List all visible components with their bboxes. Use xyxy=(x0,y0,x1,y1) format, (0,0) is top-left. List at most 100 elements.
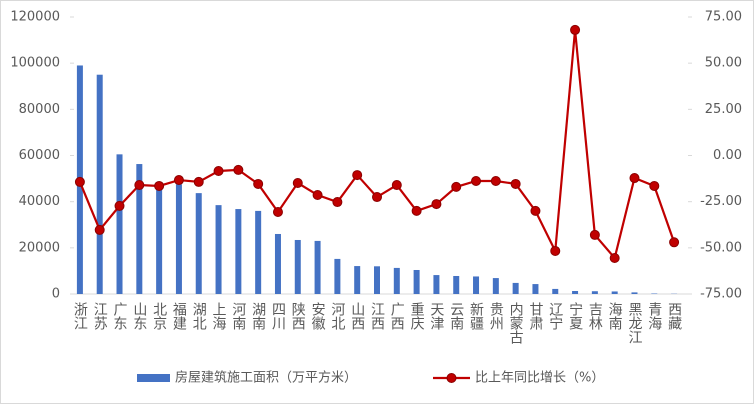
line-marker xyxy=(669,237,680,248)
line-marker xyxy=(530,205,541,216)
line-marker xyxy=(312,190,323,201)
bar xyxy=(631,292,638,294)
line-marker xyxy=(471,175,482,186)
bar xyxy=(413,269,420,294)
bar xyxy=(453,275,460,294)
y2-tick-label: -50.00 xyxy=(700,240,742,255)
y2-tick-label: 75.00 xyxy=(705,10,742,25)
legend-swatch xyxy=(137,374,170,382)
line-marker xyxy=(570,24,581,35)
line-marker xyxy=(253,178,264,189)
line-marker xyxy=(114,200,125,211)
y2-tick-label: 0.00 xyxy=(713,148,742,163)
x-tick-label: 河北 xyxy=(329,302,345,331)
line-marker xyxy=(510,178,521,189)
line-marker xyxy=(609,252,620,263)
x-tick-label: 重庆 xyxy=(409,302,425,330)
bar xyxy=(572,290,579,294)
x-tick-label: 江苏 xyxy=(92,302,108,331)
x-tick-label: 广西 xyxy=(389,302,405,330)
x-tick-label: 云南 xyxy=(448,302,464,330)
x-tick-label: 湖北 xyxy=(191,302,207,331)
legend-label: 房屋建筑施工面积（万平方米） xyxy=(175,370,357,386)
line-marker xyxy=(292,178,303,189)
x-tick-label: 贵州 xyxy=(488,302,504,330)
bar xyxy=(294,239,301,294)
x-tick-label: 湖南 xyxy=(250,302,266,330)
x-tick-label: 黑龙江 xyxy=(626,302,642,344)
bar xyxy=(591,291,598,294)
bar xyxy=(96,74,103,294)
x-tick-label: 甘肃 xyxy=(527,302,543,330)
x-tick-label: 陕西 xyxy=(290,302,306,330)
y-tick-label: 80000 xyxy=(19,102,60,117)
x-tick-label: 天津 xyxy=(428,302,444,330)
legend-label: 比上年同比增长（%） xyxy=(475,371,604,386)
x-tick-label: 浙江 xyxy=(72,302,88,330)
line-marker xyxy=(589,229,600,240)
line-marker xyxy=(233,164,244,175)
x-tick-label: 内蒙古 xyxy=(508,302,524,344)
bar xyxy=(512,282,519,294)
bar xyxy=(433,275,440,294)
y2-tick-label: -75.00 xyxy=(700,287,742,302)
x-tick-label: 广东 xyxy=(112,302,128,330)
bar xyxy=(175,184,182,294)
bar xyxy=(354,266,361,294)
line-marker xyxy=(629,173,640,184)
line-marker xyxy=(154,180,165,191)
bar xyxy=(136,164,143,294)
line-marker xyxy=(451,181,462,192)
line-marker xyxy=(490,175,501,186)
bar xyxy=(532,284,539,294)
x-tick-label: 吉林 xyxy=(587,302,603,330)
bar xyxy=(116,154,123,294)
x-tick-label: 四川 xyxy=(270,302,286,330)
bar xyxy=(215,205,222,294)
bar xyxy=(374,266,380,294)
bar xyxy=(611,291,618,294)
line-marker xyxy=(411,205,422,216)
line-marker xyxy=(272,207,283,218)
line-marker xyxy=(74,176,85,187)
bar xyxy=(235,209,242,294)
line-marker xyxy=(173,175,184,186)
x-tick-label: 山东 xyxy=(131,302,147,330)
line-marker xyxy=(550,245,561,256)
bar xyxy=(195,193,202,294)
y2-tick-label: 50.00 xyxy=(705,56,742,71)
x-tick-label: 河南 xyxy=(230,302,246,330)
bar xyxy=(156,187,163,294)
x-tick-label: 青海 xyxy=(646,302,662,330)
bar xyxy=(255,210,262,294)
y-tick-label: 0 xyxy=(52,287,60,302)
x-tick-label: 山西 xyxy=(349,302,365,330)
line-marker xyxy=(213,166,224,177)
bar xyxy=(473,276,480,294)
line-marker xyxy=(193,176,204,187)
y-tick-label: 40000 xyxy=(19,194,60,209)
y2-tick-label: 25.00 xyxy=(705,102,742,117)
x-tick-label: 上海 xyxy=(211,302,227,330)
line-marker xyxy=(134,180,145,191)
x-tick-label: 辽宁 xyxy=(547,302,563,330)
bar xyxy=(552,288,559,294)
bar xyxy=(314,240,321,294)
x-tick-label: 安徽 xyxy=(310,302,326,330)
line-marker xyxy=(391,180,402,191)
line-marker xyxy=(332,197,343,208)
x-tick-label: 海南 xyxy=(607,302,623,330)
line-marker xyxy=(649,180,660,191)
line-marker xyxy=(431,199,442,210)
x-tick-label: 江西 xyxy=(369,302,385,330)
y-tick-label: 100000 xyxy=(10,56,60,71)
line-marker xyxy=(372,192,382,203)
bar xyxy=(393,267,400,294)
x-tick-label: 北京 xyxy=(151,302,167,330)
x-tick-label: 福建 xyxy=(171,302,187,331)
legend-marker xyxy=(446,373,457,383)
y-tick-label: 120000 xyxy=(10,10,60,25)
line-marker xyxy=(352,170,363,181)
bar xyxy=(274,233,281,294)
